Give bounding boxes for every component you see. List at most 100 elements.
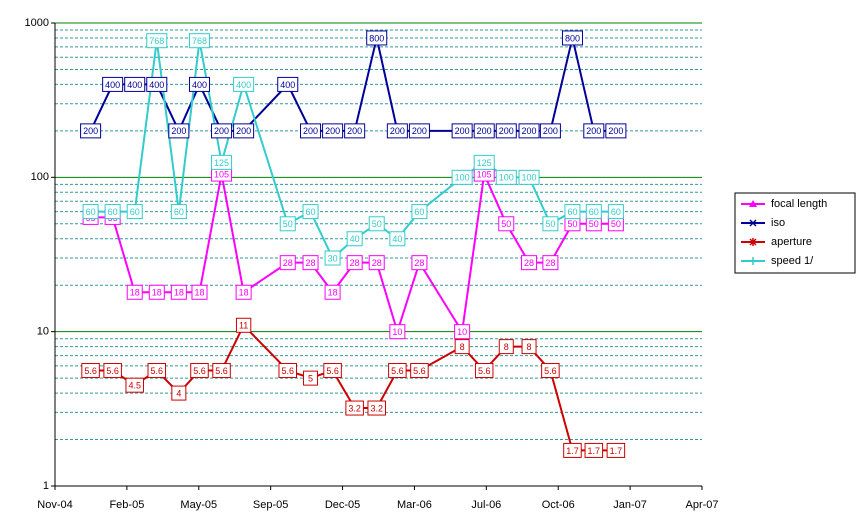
data-label-box xyxy=(539,123,561,139)
data-label-box xyxy=(126,204,143,220)
data-label-text: 100 xyxy=(499,173,514,183)
data-label-text: 200 xyxy=(499,126,514,136)
data-label: 8 xyxy=(521,339,537,355)
data-label: 4.5 xyxy=(125,377,144,393)
data-label: 40 xyxy=(389,231,406,247)
data-label-text: 50 xyxy=(501,219,511,229)
data-label-text: 125 xyxy=(214,158,229,168)
y-tick-label: 10 xyxy=(37,326,49,338)
data-label-box xyxy=(454,339,470,355)
legend-label: iso xyxy=(771,217,785,229)
data-label-text: 60 xyxy=(306,207,316,217)
data-label: 3.2 xyxy=(367,400,386,416)
data-label-text: 1.7 xyxy=(588,446,601,456)
data-label: 5.6 xyxy=(147,363,167,379)
data-label: 800 xyxy=(561,30,583,46)
data-label: 200 xyxy=(451,123,473,139)
data-label-text: 200 xyxy=(543,126,558,136)
data-label-text: 40 xyxy=(350,234,360,244)
data-label: 200 xyxy=(80,123,102,139)
data-label: 60 xyxy=(607,204,624,220)
data-label-text: 11 xyxy=(239,321,248,331)
data-label-text: 400 xyxy=(192,80,207,90)
data-label-box xyxy=(104,204,121,220)
data-label-box xyxy=(518,169,540,185)
data-label-box xyxy=(103,363,122,379)
data-label: 50 xyxy=(607,216,624,232)
data-label-box xyxy=(302,204,319,220)
data-label: 4 xyxy=(171,385,187,401)
data-label: 5.6 xyxy=(190,363,209,379)
data-label: 60 xyxy=(126,204,143,220)
data-label-box xyxy=(521,339,537,355)
data-label-box xyxy=(541,363,560,379)
data-label-box xyxy=(191,284,208,300)
data-label-box xyxy=(451,123,473,139)
data-label-text: 60 xyxy=(589,207,599,217)
data-label-box xyxy=(606,442,626,458)
data-label-text: 3.2 xyxy=(348,403,361,413)
data-label-box xyxy=(411,255,428,271)
data-label-text: 18 xyxy=(174,288,184,298)
data-label-text: 28 xyxy=(306,258,316,268)
data-label-box xyxy=(211,154,233,170)
data-label-box xyxy=(323,363,342,379)
data-label: 60 xyxy=(82,204,99,220)
data-label-box xyxy=(233,76,255,92)
data-label-text: 5.6 xyxy=(281,366,294,376)
data-label-text: 60 xyxy=(174,207,184,217)
data-label-text: 105 xyxy=(214,169,229,179)
data-label-box xyxy=(102,76,124,92)
data-label-box xyxy=(80,123,102,139)
data-label-box xyxy=(368,255,385,271)
data-label: 8 xyxy=(454,339,470,355)
data-label: 28 xyxy=(521,255,538,271)
data-label: 5.6 xyxy=(541,363,560,379)
data-label: 200 xyxy=(605,123,627,139)
data-label: 60 xyxy=(104,204,121,220)
data-label: 18 xyxy=(126,284,143,300)
x-tick-label: Jul-06 xyxy=(471,499,501,511)
data-label-text: 200 xyxy=(522,126,537,136)
data-label: 5.6 xyxy=(410,363,429,379)
data-label-text: 800 xyxy=(369,33,384,43)
data-label: 60 xyxy=(170,204,187,220)
data-label: 3.2 xyxy=(345,400,364,416)
data-label-box xyxy=(607,204,624,220)
data-label: 8 xyxy=(498,339,514,355)
data-label: 200 xyxy=(583,123,605,139)
x-tick-label: Nov-04 xyxy=(37,499,72,511)
data-label-box xyxy=(368,216,385,232)
data-label-text: 60 xyxy=(611,207,621,217)
data-label-text: 125 xyxy=(477,158,492,168)
data-label: 1.7 xyxy=(563,442,582,458)
data-label-text: 60 xyxy=(130,207,140,217)
data-label: 125 xyxy=(473,154,495,170)
data-label-box xyxy=(366,30,388,46)
data-label-text: 8 xyxy=(504,342,509,352)
data-label-box xyxy=(411,204,428,220)
data-label: 100 xyxy=(451,169,473,185)
x-tick-label: Oct-06 xyxy=(542,499,575,511)
data-label-text: 200 xyxy=(347,126,362,136)
data-label: 5.6 xyxy=(323,363,342,379)
data-label-text: 200 xyxy=(171,126,186,136)
data-label-text: 5.6 xyxy=(84,366,97,376)
data-label: 200 xyxy=(518,123,540,139)
data-label-text: 10 xyxy=(392,327,402,337)
data-label-text: 200 xyxy=(390,126,405,136)
data-label-box xyxy=(82,204,99,220)
data-label-text: 28 xyxy=(524,258,534,268)
data-label: 60 xyxy=(411,204,428,220)
data-label-text: 50 xyxy=(611,219,621,229)
data-label-box xyxy=(388,363,407,379)
data-label-text: 5.6 xyxy=(106,366,119,376)
data-label-box xyxy=(125,377,144,393)
data-label-text: 30 xyxy=(328,253,338,263)
data-label: 18 xyxy=(191,284,208,300)
data-label-box xyxy=(303,370,319,386)
data-label-box xyxy=(451,169,473,185)
data-label-text: 60 xyxy=(86,207,96,217)
data-label-box xyxy=(146,33,168,49)
data-label-text: 400 xyxy=(127,80,142,90)
